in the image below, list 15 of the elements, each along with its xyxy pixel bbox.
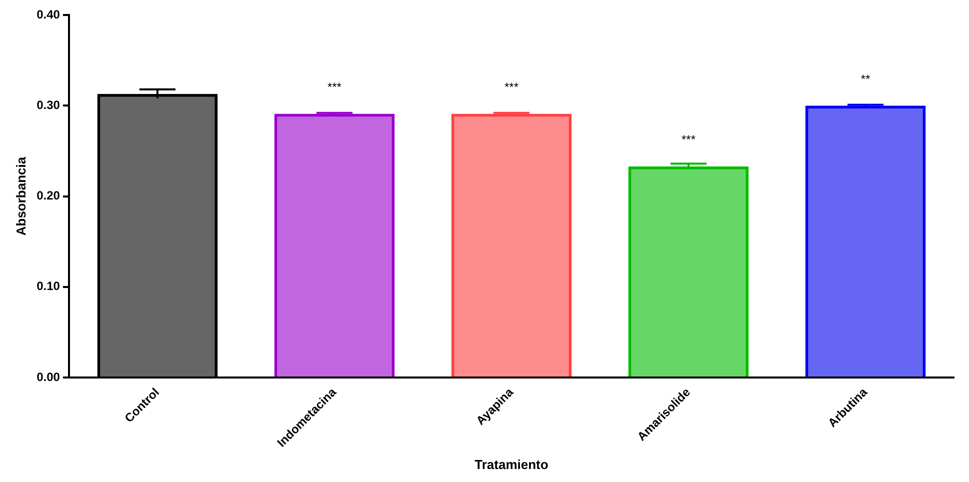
y-tick-label: 0.00 (36, 370, 60, 384)
y-tick-label: 0.10 (36, 279, 60, 294)
y-tick-label: 0.40 (36, 7, 60, 22)
bar (628, 166, 749, 377)
y-axis-title: Absorbancia (13, 156, 28, 236)
bar (274, 114, 395, 377)
bar (805, 106, 926, 377)
bar (451, 114, 572, 377)
y-tick-label: 0.20 (36, 188, 60, 203)
annotation: *** (504, 80, 519, 94)
y-tick-label: 0.30 (36, 98, 60, 112)
annotation: *** (327, 80, 342, 94)
x-axis-title: Tratamiento (474, 456, 548, 472)
annotation: ** (860, 72, 870, 86)
annotation: *** (681, 132, 696, 147)
